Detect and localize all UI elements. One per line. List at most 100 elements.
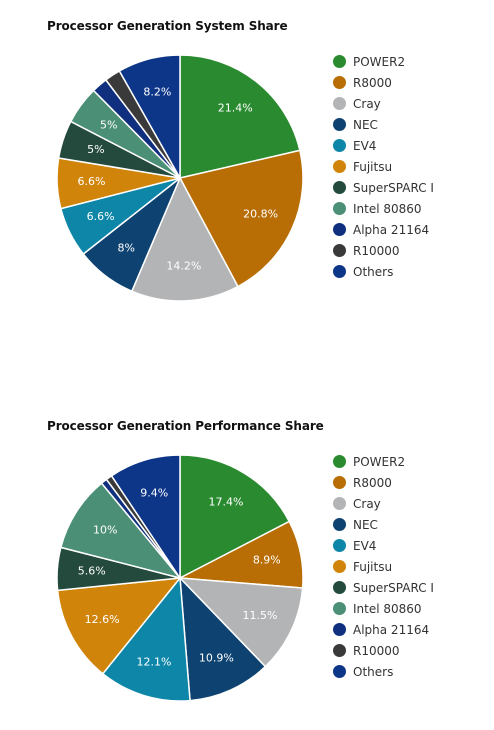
legend-item: Cray bbox=[333, 93, 434, 114]
legend-label: EV4 bbox=[353, 138, 377, 153]
legend-swatch bbox=[333, 160, 346, 173]
data-label: 11.5% bbox=[243, 609, 278, 622]
legend-item: Fujitsu bbox=[333, 156, 434, 177]
legend-swatch bbox=[333, 581, 346, 594]
data-label: 10.9% bbox=[199, 652, 234, 665]
data-label: 8% bbox=[117, 241, 134, 254]
legend-item: POWER2 bbox=[333, 51, 434, 72]
legend-item: Others bbox=[333, 261, 434, 282]
pie-slice-fujitsu bbox=[56, 577, 182, 675]
pie-slice-others bbox=[118, 54, 181, 181]
pie-slice-intel-80860 bbox=[59, 482, 183, 580]
legend-item: R8000 bbox=[333, 72, 434, 93]
data-label: 8.9% bbox=[253, 554, 281, 567]
data-label: 5.6% bbox=[78, 564, 106, 577]
legend-label: R8000 bbox=[353, 475, 392, 490]
chart-title: Processor Generation Performance Share bbox=[47, 419, 324, 433]
pie-slice-power2 bbox=[179, 54, 301, 179]
legend-item: Alpha 21164 bbox=[333, 219, 434, 240]
legend-item: SuperSPARC I bbox=[333, 577, 434, 598]
legend-swatch bbox=[333, 644, 346, 657]
legend-label: Fujitsu bbox=[353, 559, 393, 574]
data-label: 10% bbox=[93, 524, 117, 537]
legend: POWER2 R8000 Cray NEC EV4 Fujitsu SuperSPARC I… bbox=[333, 51, 434, 282]
pie-slice-nec bbox=[179, 575, 267, 702]
legend-label: Intel 80860 bbox=[353, 601, 422, 616]
legend-item: R8000 bbox=[333, 472, 434, 493]
legend-item: NEC bbox=[333, 114, 434, 135]
legend-label: R10000 bbox=[353, 243, 400, 258]
data-label: 12.1% bbox=[137, 656, 172, 669]
legend-label: EV4 bbox=[353, 538, 377, 553]
pie-slice-cray bbox=[130, 176, 239, 302]
legend-swatch bbox=[333, 244, 346, 257]
legend-swatch bbox=[333, 560, 346, 573]
legend-item: EV4 bbox=[333, 535, 434, 556]
legend-swatch bbox=[333, 497, 346, 510]
legend-swatch bbox=[333, 265, 346, 278]
legend-item: R10000 bbox=[333, 240, 434, 261]
legend-swatch bbox=[333, 665, 346, 678]
legend-item: Others bbox=[333, 661, 434, 682]
legend-label: Intel 80860 bbox=[353, 201, 422, 216]
legend-swatch bbox=[333, 55, 346, 68]
legend-swatch bbox=[333, 223, 346, 236]
pie-slice-others bbox=[110, 454, 181, 581]
legend-label: POWER2 bbox=[353, 454, 406, 469]
pie-svg: 21.4% 20.8% 14.2% 8% 6.6% 6.6% 5% 5% 8.2% bbox=[56, 54, 304, 302]
legend-label: R10000 bbox=[353, 643, 400, 658]
legend-swatch bbox=[333, 539, 346, 552]
legend-label: Others bbox=[353, 664, 394, 679]
legend: POWER2 R8000 Cray NEC EV4 Fujitsu SuperSPARC I… bbox=[333, 451, 434, 682]
legend-swatch bbox=[333, 139, 346, 152]
pie-slice-cray bbox=[178, 577, 304, 668]
legend-swatch bbox=[333, 76, 346, 89]
legend-swatch bbox=[333, 455, 346, 468]
legend-item: POWER2 bbox=[333, 451, 434, 472]
data-label: 21.4% bbox=[218, 102, 253, 115]
chart-title: Processor Generation System Share bbox=[47, 19, 288, 33]
pie-slice-r8000 bbox=[178, 149, 304, 288]
system-share-chart: Processor Generation System Share 21.4% 2… bbox=[0, 0, 494, 330]
legend-label: Cray bbox=[353, 496, 381, 511]
legend-swatch bbox=[333, 202, 346, 215]
data-label: 5% bbox=[100, 119, 117, 132]
legend-swatch bbox=[333, 476, 346, 489]
legend-label: NEC bbox=[353, 517, 378, 532]
legend-swatch bbox=[333, 118, 346, 131]
pie-slice-ev4 bbox=[101, 576, 191, 702]
legend-swatch bbox=[333, 181, 346, 194]
legend-label: POWER2 bbox=[353, 54, 406, 69]
legend-label: NEC bbox=[353, 117, 378, 132]
legend-swatch bbox=[333, 518, 346, 531]
legend-item: EV4 bbox=[333, 135, 434, 156]
legend-item: Intel 80860 bbox=[333, 198, 434, 219]
legend-swatch bbox=[333, 97, 346, 110]
legend-item: R10000 bbox=[333, 640, 434, 661]
legend-item: Cray bbox=[333, 493, 434, 514]
legend-item: NEC bbox=[333, 514, 434, 535]
data-label: 6.6% bbox=[78, 175, 106, 188]
data-label: 6.6% bbox=[87, 210, 115, 223]
legend-item: Alpha 21164 bbox=[333, 619, 434, 640]
legend-label: Cray bbox=[353, 96, 381, 111]
data-label: 12.6% bbox=[85, 613, 120, 626]
data-label: 5% bbox=[87, 143, 104, 156]
data-label: 14.2% bbox=[166, 260, 201, 273]
legend-label: R8000 bbox=[353, 75, 392, 90]
pie-slice-power2 bbox=[179, 454, 291, 580]
legend-label: SuperSPARC I bbox=[353, 180, 434, 195]
legend-item: Fujitsu bbox=[333, 556, 434, 577]
legend-label: Others bbox=[353, 264, 394, 279]
performance-share-chart: Processor Generation Performance Share 1… bbox=[0, 400, 494, 730]
pie-svg: 17.4% 8.9% 11.5% 10.9% 12.1% 12.6% 5.6% 10% 9.4% bbox=[56, 454, 304, 702]
data-label: 20.8% bbox=[243, 208, 278, 221]
legend-label: SuperSPARC I bbox=[353, 580, 434, 595]
legend-swatch bbox=[333, 602, 346, 615]
legend-swatch bbox=[333, 623, 346, 636]
legend-item: Intel 80860 bbox=[333, 598, 434, 619]
legend-item: SuperSPARC I bbox=[333, 177, 434, 198]
data-label: 9.4% bbox=[140, 486, 168, 499]
legend-label: Fujitsu bbox=[353, 159, 393, 174]
data-label: 8.2% bbox=[143, 85, 171, 98]
